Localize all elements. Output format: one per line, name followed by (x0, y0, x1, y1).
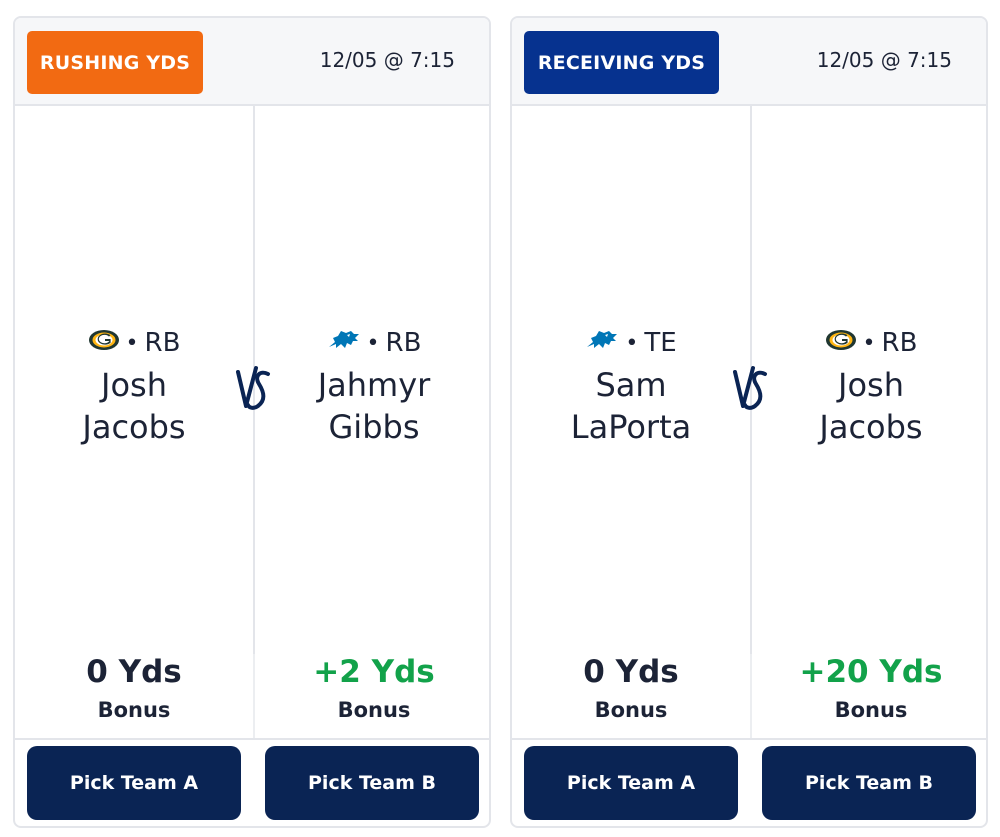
team-b-column: • RB Josh Jacobs +20 Yds Bonus (752, 106, 986, 738)
player-last-name: LaPorta (570, 408, 692, 446)
game-time: 12/05 @ 7:15 (319, 48, 455, 72)
player-first-name: Josh (101, 366, 167, 404)
card-header: RUSHING YDS 12/05 @ 7:15 (15, 18, 489, 106)
player-position: TE (644, 328, 677, 358)
card-header: RECEIVING YDS 12/05 @ 7:15 (512, 18, 986, 106)
bonus-yards: +2 Yds (313, 654, 435, 690)
player-position: RB (385, 328, 422, 358)
footer-divider (15, 738, 489, 740)
separator-dot: • (625, 330, 639, 356)
player-name: Josh Jacobs (15, 364, 253, 448)
footer-divider (512, 738, 986, 740)
player-name: Josh Jacobs (752, 364, 986, 448)
team-a-column: • RB Josh Jacobs 0 Yds Bonus (15, 106, 253, 738)
category-badge: RECEIVING YDS (524, 31, 719, 94)
player-position: RB (144, 328, 181, 358)
player-position-row: • RB (752, 328, 986, 358)
packers-logo-icon (88, 328, 120, 358)
separator-dot: • (862, 330, 876, 356)
team-a-column: • TE Sam LaPorta 0 Yds Bonus (512, 106, 750, 738)
bonus-label: Bonus (834, 698, 908, 722)
lions-logo-icon (327, 328, 361, 358)
vs-icon (731, 358, 771, 422)
matchup-card-rushing: RUSHING YDS 12/05 @ 7:15 • RB Josh Jacob… (13, 16, 491, 828)
game-time: 12/05 @ 7:15 (816, 48, 952, 72)
bonus-yards: +20 Yds (799, 654, 943, 690)
category-badge: RUSHING YDS (27, 31, 203, 94)
player-first-name: Sam (595, 366, 667, 404)
player-position-row: • TE (512, 328, 750, 358)
player-first-name: Jahmyr (317, 366, 431, 404)
player-last-name: Jacobs (819, 408, 923, 446)
player-position-row: • RB (255, 328, 489, 358)
player-last-name: Gibbs (328, 408, 420, 446)
pick-team-a-button[interactable]: Pick Team A (27, 746, 241, 820)
packers-logo-icon (825, 328, 857, 358)
bonus-label: Bonus (337, 698, 411, 722)
player-last-name: Jacobs (82, 408, 186, 446)
bonus-yards: 0 Yds (86, 654, 182, 690)
pick-team-a-button[interactable]: Pick Team A (524, 746, 738, 820)
player-position-row: • RB (15, 328, 253, 358)
vs-icon (234, 358, 274, 422)
separator-dot: • (366, 330, 380, 356)
lions-logo-icon (585, 328, 619, 358)
player-first-name: Josh (838, 366, 904, 404)
bonus-label: Bonus (594, 698, 668, 722)
team-b-column: • RB Jahmyr Gibbs +2 Yds Bonus (255, 106, 489, 738)
bonus-yards: 0 Yds (583, 654, 679, 690)
player-position: RB (881, 328, 918, 358)
pick-team-b-button[interactable]: Pick Team B (762, 746, 976, 820)
separator-dot: • (125, 330, 139, 356)
pick-team-b-button[interactable]: Pick Team B (265, 746, 479, 820)
column-divider-lower (253, 654, 255, 740)
column-divider-lower (750, 654, 752, 740)
player-name: Sam LaPorta (512, 364, 750, 448)
matchup-card-receiving: RECEIVING YDS 12/05 @ 7:15 • TE Sam LaPo… (510, 16, 988, 828)
player-name: Jahmyr Gibbs (255, 364, 489, 448)
bonus-label: Bonus (97, 698, 171, 722)
